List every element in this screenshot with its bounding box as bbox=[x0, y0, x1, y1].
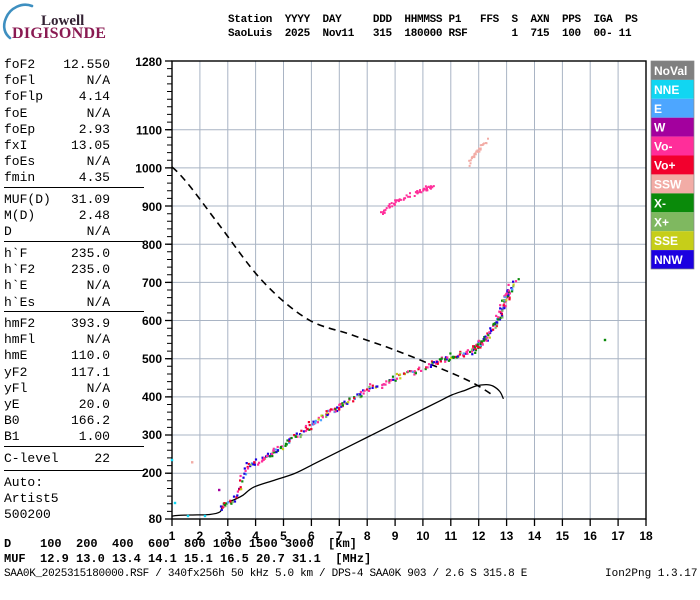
svg-text:10: 10 bbox=[416, 529, 430, 543]
svg-text:17: 17 bbox=[611, 529, 625, 543]
svg-text:14: 14 bbox=[528, 529, 542, 543]
svg-text:15: 15 bbox=[556, 529, 570, 543]
svg-text:1280: 1280 bbox=[135, 55, 162, 69]
svg-text:4: 4 bbox=[252, 529, 259, 543]
svg-text:NNE: NNE bbox=[654, 83, 679, 97]
svg-text:7: 7 bbox=[336, 529, 343, 543]
svg-text:X-: X- bbox=[654, 196, 666, 210]
svg-text:2: 2 bbox=[197, 529, 204, 543]
svg-text:Vo+: Vo+ bbox=[654, 159, 675, 173]
svg-text:700: 700 bbox=[142, 276, 162, 290]
svg-text:1100: 1100 bbox=[136, 124, 162, 138]
svg-text:5: 5 bbox=[280, 529, 287, 543]
svg-text:NoVal: NoVal bbox=[654, 64, 687, 78]
svg-text:18: 18 bbox=[639, 529, 653, 543]
svg-text:Vo-: Vo- bbox=[654, 140, 672, 154]
svg-text:SSE: SSE bbox=[654, 234, 678, 248]
svg-text:9: 9 bbox=[392, 529, 399, 543]
svg-text:11: 11 bbox=[444, 529, 457, 543]
svg-text:200: 200 bbox=[142, 466, 162, 480]
svg-text:900: 900 bbox=[142, 200, 162, 214]
svg-text:3: 3 bbox=[224, 529, 231, 543]
svg-text:80: 80 bbox=[149, 512, 163, 526]
svg-text:13: 13 bbox=[500, 529, 514, 543]
svg-text:12: 12 bbox=[472, 529, 486, 543]
svg-text:600: 600 bbox=[142, 314, 162, 328]
svg-text:400: 400 bbox=[142, 390, 162, 404]
svg-text:1: 1 bbox=[169, 529, 176, 543]
svg-text:800: 800 bbox=[142, 238, 162, 252]
svg-text:NNW: NNW bbox=[654, 253, 683, 267]
svg-text:X+: X+ bbox=[654, 215, 669, 229]
svg-text:E: E bbox=[654, 102, 662, 116]
svg-text:W: W bbox=[654, 121, 666, 135]
svg-text:8: 8 bbox=[364, 529, 371, 543]
svg-text:6: 6 bbox=[308, 529, 315, 543]
svg-text:500: 500 bbox=[142, 352, 162, 366]
svg-text:SSW: SSW bbox=[654, 178, 682, 192]
svg-text:1000: 1000 bbox=[135, 162, 162, 176]
svg-text:300: 300 bbox=[142, 428, 162, 442]
svg-text:16: 16 bbox=[584, 529, 598, 543]
